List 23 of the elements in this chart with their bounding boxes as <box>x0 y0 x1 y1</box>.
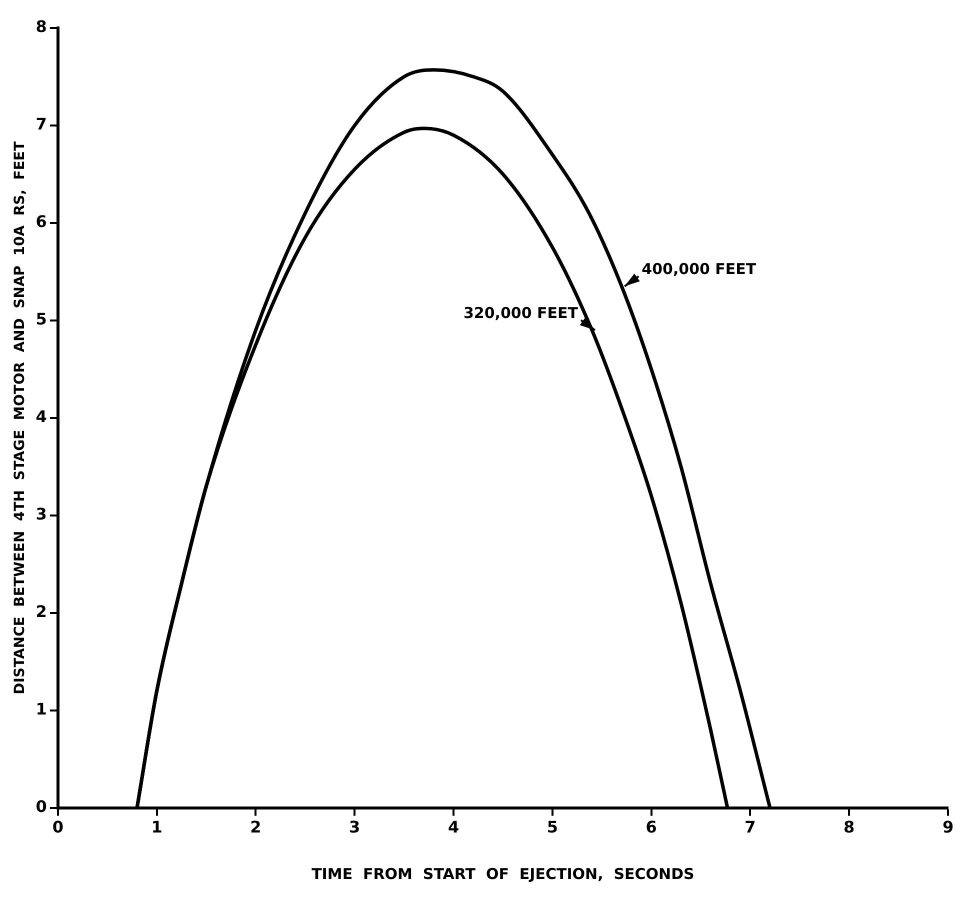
x-tick-label: 7 <box>744 818 756 837</box>
y-tick-label: 2 <box>36 602 47 622</box>
y-axis-title: DISTANCE BETWEEN 4TH STAGE MOTOR AND SNAP 10A RS, FEET <box>12 141 28 694</box>
series-label: 320,000 FEET <box>463 304 579 322</box>
x-tick-label: 3 <box>349 818 360 837</box>
y-tick-label: 7 <box>36 114 47 134</box>
y-tick-label: 1 <box>36 699 47 718</box>
y-tick-label: 5 <box>36 310 47 329</box>
y-tick-label: 6 <box>36 212 47 232</box>
x-tick-label: 8 <box>844 818 855 837</box>
y-tick-label: 4 <box>36 407 47 426</box>
x-axis-title: TIME FROM START OF EJECTION, SECONDS <box>312 864 694 883</box>
x-tick-label: 2 <box>250 818 262 837</box>
y-tick-label: 3 <box>36 504 47 524</box>
series-label: 400,000 FEET <box>642 260 757 278</box>
y-tick-label: 0 <box>36 796 47 816</box>
x-tick-label: 4 <box>448 818 460 837</box>
x-tick-label: 0 <box>52 818 64 837</box>
x-tick-label: 6 <box>646 818 657 837</box>
y-tick-label: 8 <box>36 17 47 36</box>
x-tick-label: 1 <box>151 818 162 837</box>
x-tick-label: 9 <box>942 818 954 837</box>
x-tick-label: 5 <box>546 818 558 837</box>
